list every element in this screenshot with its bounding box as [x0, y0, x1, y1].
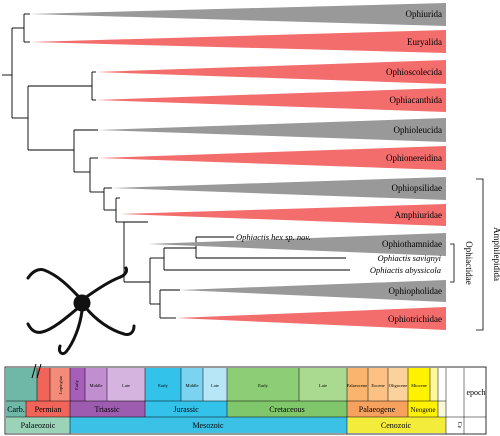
epoch-label-miocene: Miocene [411, 383, 427, 388]
timescale-frame [4, 366, 487, 435]
brittle-star-arm-3 [26, 306, 80, 334]
clade-label-ophioleucida: Ophioleucida [394, 125, 443, 135]
epoch-middle-triassic [85, 368, 107, 401]
era-palaeozoic [6, 417, 70, 433]
epoch-label-middle-jurassic: Middle [186, 383, 199, 388]
clade-labels: Ophiurida Euryalida Ophioscolecida Ophia… [382, 9, 442, 324]
clade-label-ophiopholidae: Ophiopholidae [389, 286, 443, 296]
period-label-carb: Carb. [7, 405, 25, 414]
epoch-label-late-jurassic: Late [211, 383, 219, 388]
epoch-label-palaeocene: Palaeocene [347, 383, 367, 388]
period-carb [6, 401, 26, 417]
epoch-label-lopingian: Lopingian [58, 375, 63, 394]
era-label-cenozoic-short: Ce [456, 422, 462, 429]
clade-triangle-euryalida [30, 30, 446, 53]
epoch-quaternary [438, 368, 446, 401]
clade-label-ophioscolecida: Ophioscolecida [386, 67, 442, 77]
bracket-amphilepidida [476, 178, 484, 331]
epoch-lopingian [50, 368, 70, 401]
epoch-labels: Lopingian Early Middle Late Early Middle… [58, 375, 427, 394]
ophiactis-taxa: Ophiactis hex sp. nov. Ophiactis savigny… [236, 232, 442, 275]
brittle-star-arm-5 [58, 309, 84, 356]
epoch-label-late-triassic: Late [122, 383, 130, 388]
taxon-ophiactis-savignyi: Ophiactis savignyi [377, 253, 441, 263]
era-label-mesozoic: Mesozoic [192, 421, 224, 430]
timescale-gridlines [6, 368, 486, 434]
clade-label-amphiuridae: Amphiuridae [395, 210, 443, 220]
brittle-star-arm-1 [26, 268, 84, 302]
brackets [450, 178, 484, 331]
clade-triangles [30, 3, 446, 330]
clade-triangle-ophiacanthida [96, 88, 446, 112]
era-cenozoic [347, 417, 446, 433]
bracket-ophiactidae [450, 243, 455, 283]
bracket-label-ophiactidae: Ophiactidae [464, 241, 474, 284]
period-palaeogene [347, 401, 408, 417]
timescale-epoch-header: epoch [466, 388, 485, 397]
period-permian [26, 401, 70, 417]
period-label-cretaceous: Cretaceous [269, 405, 305, 414]
clade-label-ophiopsilidae: Ophiopsilidae [392, 183, 443, 193]
epoch-pliocene [430, 368, 438, 401]
period-neogene [408, 401, 438, 417]
era-mesozoic [70, 417, 347, 433]
period-label-palaeogene: Palaeogene [359, 405, 396, 414]
clade-label-ophiurida: Ophiurida [406, 9, 443, 19]
epoch-late-triassic [107, 368, 145, 401]
clade-triangle-ophionereidina [98, 146, 446, 170]
clade-label-ophionereidina: Ophionereidina [386, 153, 442, 163]
period-label-permian: Permian [35, 405, 62, 414]
epoch-label-early-jurassic: Early [158, 383, 168, 388]
geologic-timescale: Lopingian Early Middle Late Early Middle… [4, 363, 487, 435]
period-label-jurassic: Jurassic [173, 405, 199, 414]
era-label-cenozoic: Cenozoic [381, 421, 412, 430]
taxon-ophiactis-hex: Ophiactis hex sp. nov. [236, 232, 311, 242]
epoch-carb [6, 368, 37, 401]
clade-label-euryalida: Euryalida [407, 37, 442, 47]
epoch-label-early-triassic: Early [74, 379, 79, 389]
era-label-palaeozoic: Palaeozoic [21, 421, 56, 430]
epoch-early-jurassic [145, 368, 181, 401]
clade-triangle-ophiurida [30, 3, 446, 26]
taxon-ophiactis-abyssicola: Ophiactis abyssicola [370, 265, 441, 275]
clade-triangle-ophiotrichidae [176, 307, 446, 330]
tree-branches [2, 13, 350, 319]
clade-triangle-ophiopholidae [180, 280, 446, 302]
epoch-early-cretaceous [227, 368, 299, 401]
bracket-label-amphilepidida: Amphilepidida [492, 227, 500, 281]
epoch-label-early-cretaceous: Early [258, 383, 268, 388]
epoch-late-cretaceous [299, 368, 347, 401]
brittle-star-arm-4 [84, 306, 136, 336]
epoch-miocene [408, 368, 430, 401]
clade-triangle-ophiothamnidae [148, 233, 446, 256]
epoch-eocene [368, 368, 388, 401]
epoch-early-triassic [70, 368, 85, 401]
period-quaternary [438, 401, 446, 417]
epoch-label-eocene: Eocene [371, 383, 384, 388]
epoch-label-oligocene: Oligocene [389, 383, 408, 388]
brittle-star-silhouette [26, 266, 136, 356]
epoch-label-late-cretaceous: Late [319, 383, 327, 388]
period-triassic [70, 401, 145, 417]
epoch-label-middle-triassic: Middle [90, 383, 103, 388]
epoch-permian-early [37, 368, 50, 401]
clade-triangle-ophiopsilidae [112, 177, 446, 200]
brittle-star-arm-2 [80, 266, 128, 302]
clade-triangle-amphiuridae [120, 204, 446, 226]
clade-label-ophiothamnidae: Ophiothamnidae [382, 239, 442, 249]
clade-triangle-ophioscolecida [96, 60, 446, 84]
period-jurassic [145, 401, 227, 417]
period-label-neogene: Neogene [411, 406, 436, 414]
period-cretaceous [227, 401, 347, 417]
axis-break-icon [31, 363, 42, 379]
epoch-late-jurassic [203, 368, 227, 401]
epoch-oligocene [388, 368, 408, 401]
epoch-palaeocene [347, 368, 368, 401]
epoch-middle-jurassic [181, 368, 203, 401]
clade-label-ophiotrichidae: Ophiotrichidae [388, 314, 442, 324]
clade-label-ophiacanthida: Ophiacanthida [390, 95, 442, 105]
clade-triangle-ophioleucida [98, 118, 446, 142]
period-label-triassic: Triassic [94, 405, 119, 414]
